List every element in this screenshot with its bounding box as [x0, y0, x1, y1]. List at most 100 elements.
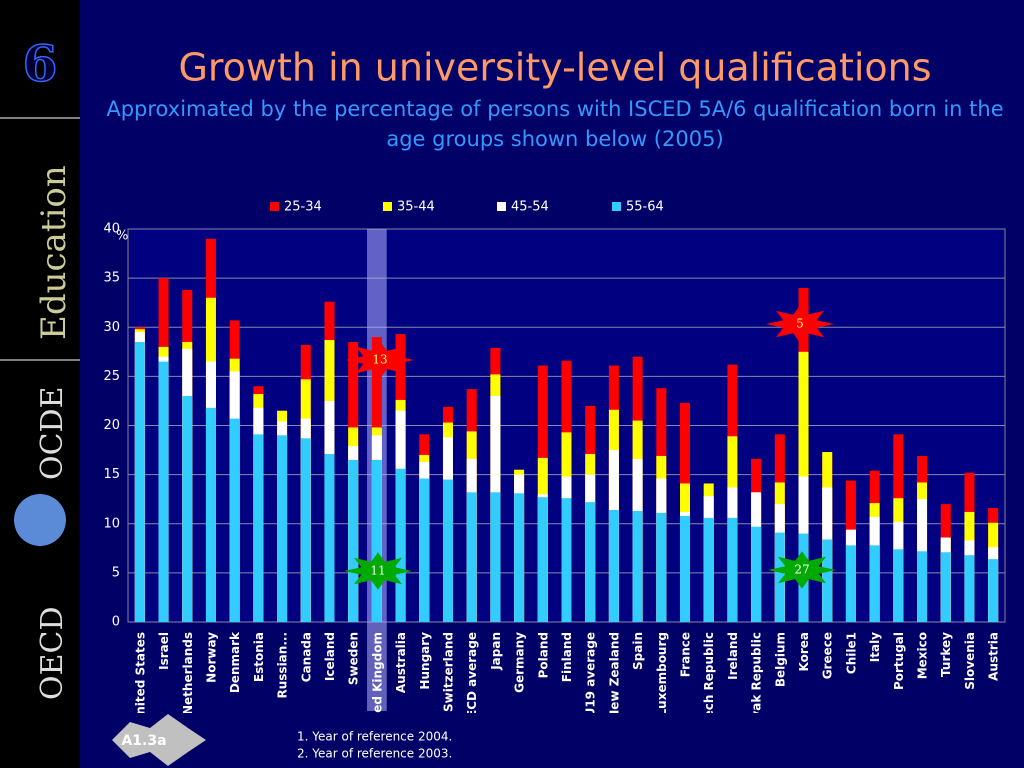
- x-tick-label: OECD average: [465, 632, 479, 728]
- x-tick-label: Slovak Republic: [750, 632, 764, 740]
- bar: [822, 539, 833, 622]
- legend-label: 55-64: [626, 200, 664, 215]
- chart-title: Growth in university-level qualification…: [178, 46, 931, 90]
- legend-label: 25-34: [284, 200, 322, 215]
- x-tick-label: Slovenia: [963, 632, 977, 690]
- x-tick-label: Ireland: [726, 632, 740, 680]
- chart-subtitle: Approximated by the percentage of person…: [106, 97, 1004, 151]
- annotation-star: [768, 551, 836, 589]
- y-tick-label: 0: [112, 615, 120, 630]
- x-tick-label: Portugal: [892, 632, 906, 690]
- footnote: 1. Year of reference 2004.: [297, 730, 452, 744]
- bar: [561, 498, 572, 622]
- bar: [727, 517, 738, 622]
- bar: [751, 526, 762, 622]
- legend-swatch: [270, 202, 279, 211]
- bar: [205, 407, 216, 622]
- subtitle-box: Approximated by the percentage of person…: [106, 97, 1004, 151]
- bar: [229, 418, 240, 622]
- bar: [253, 434, 264, 622]
- annotation-star: [346, 341, 414, 379]
- badge-label: A1.3a: [121, 733, 166, 749]
- annotation-label: 5: [796, 317, 804, 331]
- bar: [348, 459, 359, 622]
- x-tick-label: Russian...: [276, 632, 290, 699]
- legend-swatch: [612, 202, 621, 211]
- y-tick-label: 10: [103, 516, 120, 531]
- badge-shape: [112, 714, 206, 766]
- bar: [703, 517, 714, 622]
- chapter-number: 6: [23, 34, 58, 93]
- bar: [134, 341, 145, 622]
- y-tick-label: 5: [112, 565, 120, 580]
- footnote: 2. Year of reference 2003.: [297, 747, 452, 761]
- x-tick-label: United Kingdom: [370, 632, 384, 741]
- bar: [300, 438, 311, 622]
- bar: [537, 497, 548, 622]
- bar: [845, 545, 856, 622]
- annotation-star: [766, 305, 834, 343]
- x-tick-label: Turkey: [939, 632, 953, 677]
- bar: [419, 478, 430, 622]
- bar: [277, 435, 288, 622]
- x-tick-label: United States: [133, 632, 147, 725]
- bar: [869, 545, 880, 622]
- x-tick-label: Czech Republic: [702, 632, 716, 734]
- x-tick-label: France: [679, 632, 693, 677]
- x-tick-label: Belgium: [773, 632, 787, 687]
- x-tick-label: Italy: [868, 632, 882, 662]
- bar: [917, 551, 928, 622]
- bar: [324, 453, 335, 622]
- bar: [490, 492, 501, 622]
- bar: [466, 492, 477, 622]
- y-tick-label: 15: [103, 467, 120, 482]
- x-tick-label: New Zealand: [607, 632, 621, 720]
- bar: [395, 468, 406, 622]
- x-tick-label: Spain: [631, 632, 645, 670]
- y-tick-label: 30: [103, 320, 120, 335]
- y-tick-label: 25: [103, 369, 120, 384]
- legend-label: 35-44: [397, 200, 435, 215]
- bar: [158, 361, 169, 622]
- annotation-label: 27: [794, 563, 809, 577]
- y-tick-label: 40: [103, 222, 120, 237]
- bar: [371, 459, 382, 622]
- x-tick-label: Finland: [560, 632, 574, 682]
- x-tick-label: Estonia: [252, 632, 266, 682]
- annotation-star: [344, 552, 412, 590]
- bar: [656, 512, 667, 622]
- x-tick-label: EU19 average: [584, 632, 598, 726]
- bar: [514, 493, 525, 622]
- bar: [964, 555, 975, 622]
- x-tick-label: Hungary: [418, 632, 432, 690]
- oecd-logo: OECD: [35, 606, 70, 700]
- x-tick-label: Switzerland: [441, 632, 455, 712]
- bar: [988, 559, 999, 622]
- x-tick-label: Chile1: [844, 632, 858, 674]
- x-tick-label: Germany: [513, 632, 527, 693]
- ocde-logo: OCDE: [35, 386, 70, 480]
- x-tick-label: Greece: [821, 632, 835, 679]
- x-tick-label: Mexico: [916, 632, 930, 679]
- bar: [774, 532, 785, 622]
- x-tick-label: Denmark: [228, 631, 242, 693]
- bar: [680, 515, 691, 622]
- oecd-circle: [14, 494, 66, 546]
- x-tick-label: Canada: [299, 632, 313, 682]
- y-tick-label: 35: [103, 271, 120, 286]
- x-tick-label: Israel: [157, 632, 171, 670]
- bar: [632, 510, 643, 622]
- bar: [608, 509, 619, 622]
- education-logo: Education: [34, 165, 74, 340]
- legend-swatch: [383, 202, 392, 211]
- legend-swatch: [497, 202, 506, 211]
- annotation-label: 13: [372, 353, 387, 367]
- x-tick-label: Sweden: [347, 632, 361, 685]
- x-tick-label: Norway: [204, 632, 218, 683]
- y-tick-label: 20: [103, 418, 120, 433]
- y-axis-label: %: [116, 229, 128, 244]
- bar: [940, 552, 951, 622]
- x-tick-label: Australia: [394, 632, 408, 693]
- bar: [442, 479, 453, 622]
